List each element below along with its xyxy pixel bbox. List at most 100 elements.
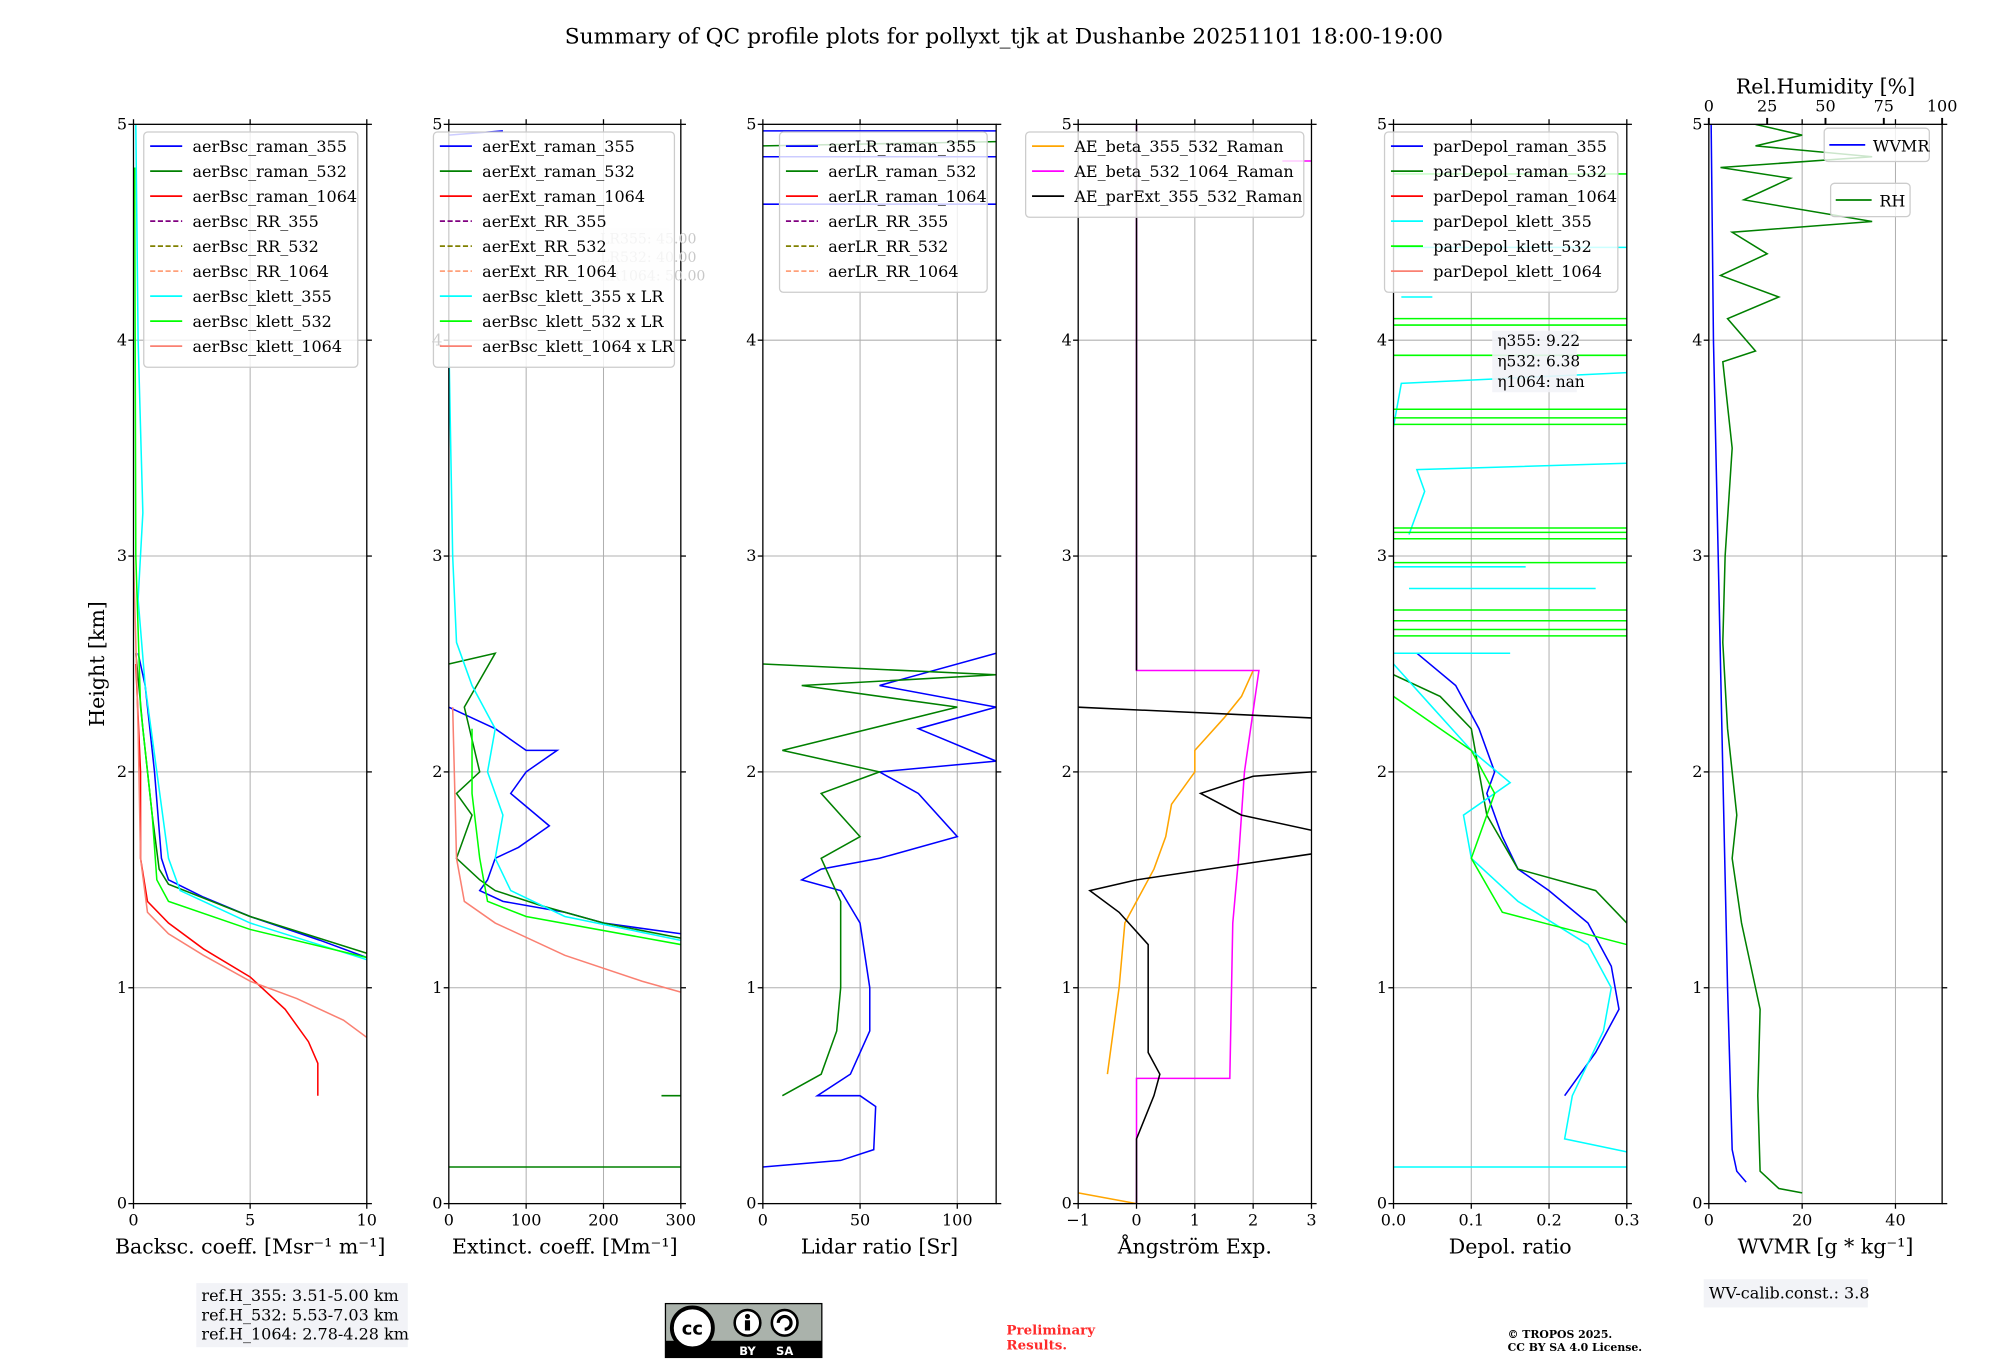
y-tick-label: 5 — [117, 114, 127, 133]
data-line — [1408, 462, 1627, 535]
series-aerbsc-raman-532 — [135, 653, 367, 955]
data-line — [448, 706, 681, 935]
x-axis-label: Backsc. coeff. [Msr⁻¹ m⁻¹] — [115, 1235, 385, 1259]
ref-height-1064: ref.H_1064: 2.78-4.28 km — [201, 1324, 409, 1343]
series-aerbsc-raman-355 — [137, 653, 367, 959]
legend-label: parDepol_klett_355 — [1433, 212, 1592, 231]
y-tick-label: 0 — [432, 1194, 442, 1213]
legend: parDepol_raman_355 parDepol_raman_532 parD… — [1383, 131, 1619, 293]
legend-label: aerBsc_raman_355 — [192, 137, 346, 156]
legend-label: aerBsc_klett_355 x LR — [482, 287, 664, 306]
legend-label: parDepol_klett_1064 — [1433, 262, 1602, 281]
preliminary-label-2: Results. — [1006, 1338, 1067, 1354]
data-line — [1393, 674, 1627, 924]
x-axis-label: Depol. ratio — [1449, 1235, 1572, 1259]
wv-calib-const: WV-calib.const.: 3.8 — [1709, 1283, 1870, 1302]
svg-text:BY: BY — [739, 1344, 756, 1358]
x-axis-label: Ångström Exp. — [1117, 1234, 1272, 1259]
y-tick-label: 1 — [1062, 978, 1072, 997]
ref-height-532: ref.H_532: 5.53-7.03 km — [201, 1305, 398, 1324]
x-tick-label: 0 — [128, 1210, 138, 1229]
y-tick-label: 3 — [117, 546, 127, 565]
legend-label: aerBsc_klett_532 — [192, 312, 331, 331]
y-tick-label: 3 — [746, 546, 756, 565]
x-tick-label: 300 — [666, 1210, 697, 1229]
legend-label: aerExt_raman_1064 — [482, 187, 645, 206]
x-tick-label: 10 — [357, 1210, 377, 1229]
series-wvmr — [1710, 124, 1747, 1183]
y-tick-label: 5 — [1062, 114, 1072, 133]
x-tick-label: −1 — [1066, 1210, 1090, 1229]
x-tick-label: 100 — [942, 1210, 973, 1229]
panel-2: 0100200300012345Extinct. coeff. [Mm⁻¹]LR… — [432, 114, 705, 1258]
legend-box — [1383, 131, 1619, 293]
y-tick-label: 1 — [117, 978, 127, 997]
eta-annotation: η355: 9.22 — [1497, 332, 1580, 350]
series-ae-beta-532-1064-raman — [1135, 124, 1312, 1204]
cc-by-sa-logo: cc BY SA — [664, 1302, 823, 1359]
legend-box — [432, 131, 676, 368]
y-tick-label: 1 — [746, 978, 756, 997]
data-line — [1718, 124, 1873, 1194]
y-axis-label: Height [km] — [85, 601, 109, 727]
legend: AE_beta_355_532_Raman AE_beta_532_1064_Ra… — [1024, 131, 1305, 218]
legend-label: aerExt_raman_532 — [482, 162, 635, 181]
panel-5: 0.0 0.1 0.2 0.3 0 1 2 3 4 5 Depol. ratio η355: 9.22… — [1377, 114, 1640, 1258]
x-axis-label: WVMR [g * kg⁻¹] — [1738, 1235, 1914, 1259]
eta-annotation: η1064: nan — [1497, 373, 1584, 391]
legend-label: aerBsc_RR_355 — [192, 212, 318, 231]
series-aerbsc-klett-355 — [135, 124, 367, 961]
legend-label: AE_beta_532_1064_Raman — [1073, 162, 1293, 181]
top-x-tick-label: 50 — [1815, 97, 1835, 116]
y-tick-label: 2 — [1062, 762, 1072, 781]
legend-box — [1823, 127, 1930, 163]
series-aerbsc-klett-1064 — [133, 556, 367, 1038]
series-aerbsc-klett-532 — [133, 167, 367, 959]
data-line — [135, 663, 319, 1096]
data-line — [1078, 1192, 1137, 1204]
y-tick-label: 0 — [1377, 1194, 1387, 1213]
x-tick-label: 50 — [850, 1210, 870, 1229]
eta-annotation: η532: 6.38 — [1497, 353, 1580, 371]
data-line — [1198, 771, 1312, 831]
legend-box — [143, 131, 359, 368]
top-x-tick-label: 25 — [1757, 97, 1777, 116]
ref-height-box: ref.H_355: 3.51-5.00 km ref.H_532: 5.53-… — [196, 1283, 409, 1348]
data-line — [135, 653, 367, 955]
data-line — [133, 556, 367, 1038]
y-tick-label: 1 — [432, 978, 442, 997]
legend-label: RH — [1879, 191, 1905, 210]
data-line — [133, 167, 367, 959]
series-aerbsc-klett-1064-x-lr — [451, 707, 681, 993]
y-tick-label: 2 — [1377, 762, 1387, 781]
data-line — [135, 124, 367, 961]
series-aerbsc-klett-355-x-lr — [448, 340, 681, 942]
x-tick-label: 0.0 — [1381, 1210, 1406, 1229]
y-tick-label: 4 — [1692, 330, 1702, 349]
legend-label: parDepol_raman_1064 — [1433, 187, 1617, 206]
x-tick-label: 0.2 — [1536, 1210, 1561, 1229]
legend-label: aerBsc_raman_532 — [192, 162, 346, 181]
data-line — [448, 340, 681, 942]
x-tick-label: 3 — [1306, 1210, 1316, 1229]
x-tick-label: 20 — [1792, 1210, 1812, 1229]
license-text: CC BY SA 4.0 License. — [1508, 1341, 1642, 1354]
legend-label: aerBsc_klett_355 — [192, 287, 331, 306]
legend-label: aerExt_RR_355 — [482, 212, 607, 231]
legend-label: AE_beta_355_532_Raman — [1073, 137, 1283, 156]
y-tick-label: 2 — [117, 762, 127, 781]
y-tick-label: 1 — [1692, 978, 1702, 997]
ref-height-355: ref.H_355: 3.51-5.00 km — [201, 1286, 398, 1305]
data-line — [137, 653, 367, 959]
data-line — [471, 728, 681, 946]
legend-label: aerExt_RR_532 — [482, 237, 607, 256]
axes-frame — [1708, 123, 1943, 1205]
y-tick-label: 3 — [1692, 546, 1702, 565]
y-tick-label: 5 — [1377, 114, 1387, 133]
x-tick-label: 1 — [1190, 1210, 1200, 1229]
x-tick-label: 100 — [511, 1210, 542, 1229]
data-line — [1135, 124, 1260, 1204]
data-line — [451, 707, 681, 993]
x-axis-label: Extinct. coeff. [Mm⁻¹] — [452, 1235, 678, 1259]
